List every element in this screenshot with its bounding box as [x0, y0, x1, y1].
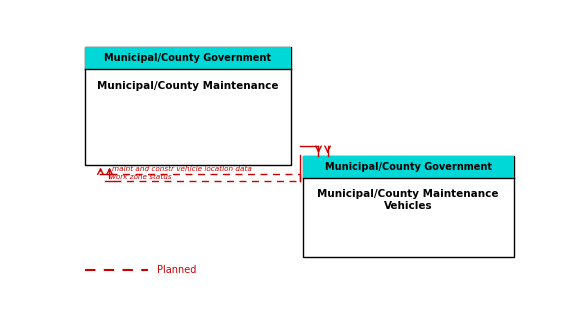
- Text: Municipal/County Government: Municipal/County Government: [325, 162, 492, 172]
- Text: Municipal/County Government: Municipal/County Government: [104, 53, 271, 63]
- Bar: [84, 47, 291, 69]
- Bar: [302, 156, 514, 257]
- Text: work zone status: work zone status: [110, 174, 171, 180]
- Text: Planned: Planned: [157, 265, 197, 275]
- Text: maint and constr vehicle location data: maint and constr vehicle location data: [112, 166, 252, 172]
- Bar: [302, 156, 514, 178]
- Bar: [84, 47, 291, 165]
- Text: Municipal/County Maintenance
Vehicles: Municipal/County Maintenance Vehicles: [318, 189, 499, 211]
- Text: Municipal/County Maintenance: Municipal/County Maintenance: [97, 81, 279, 91]
